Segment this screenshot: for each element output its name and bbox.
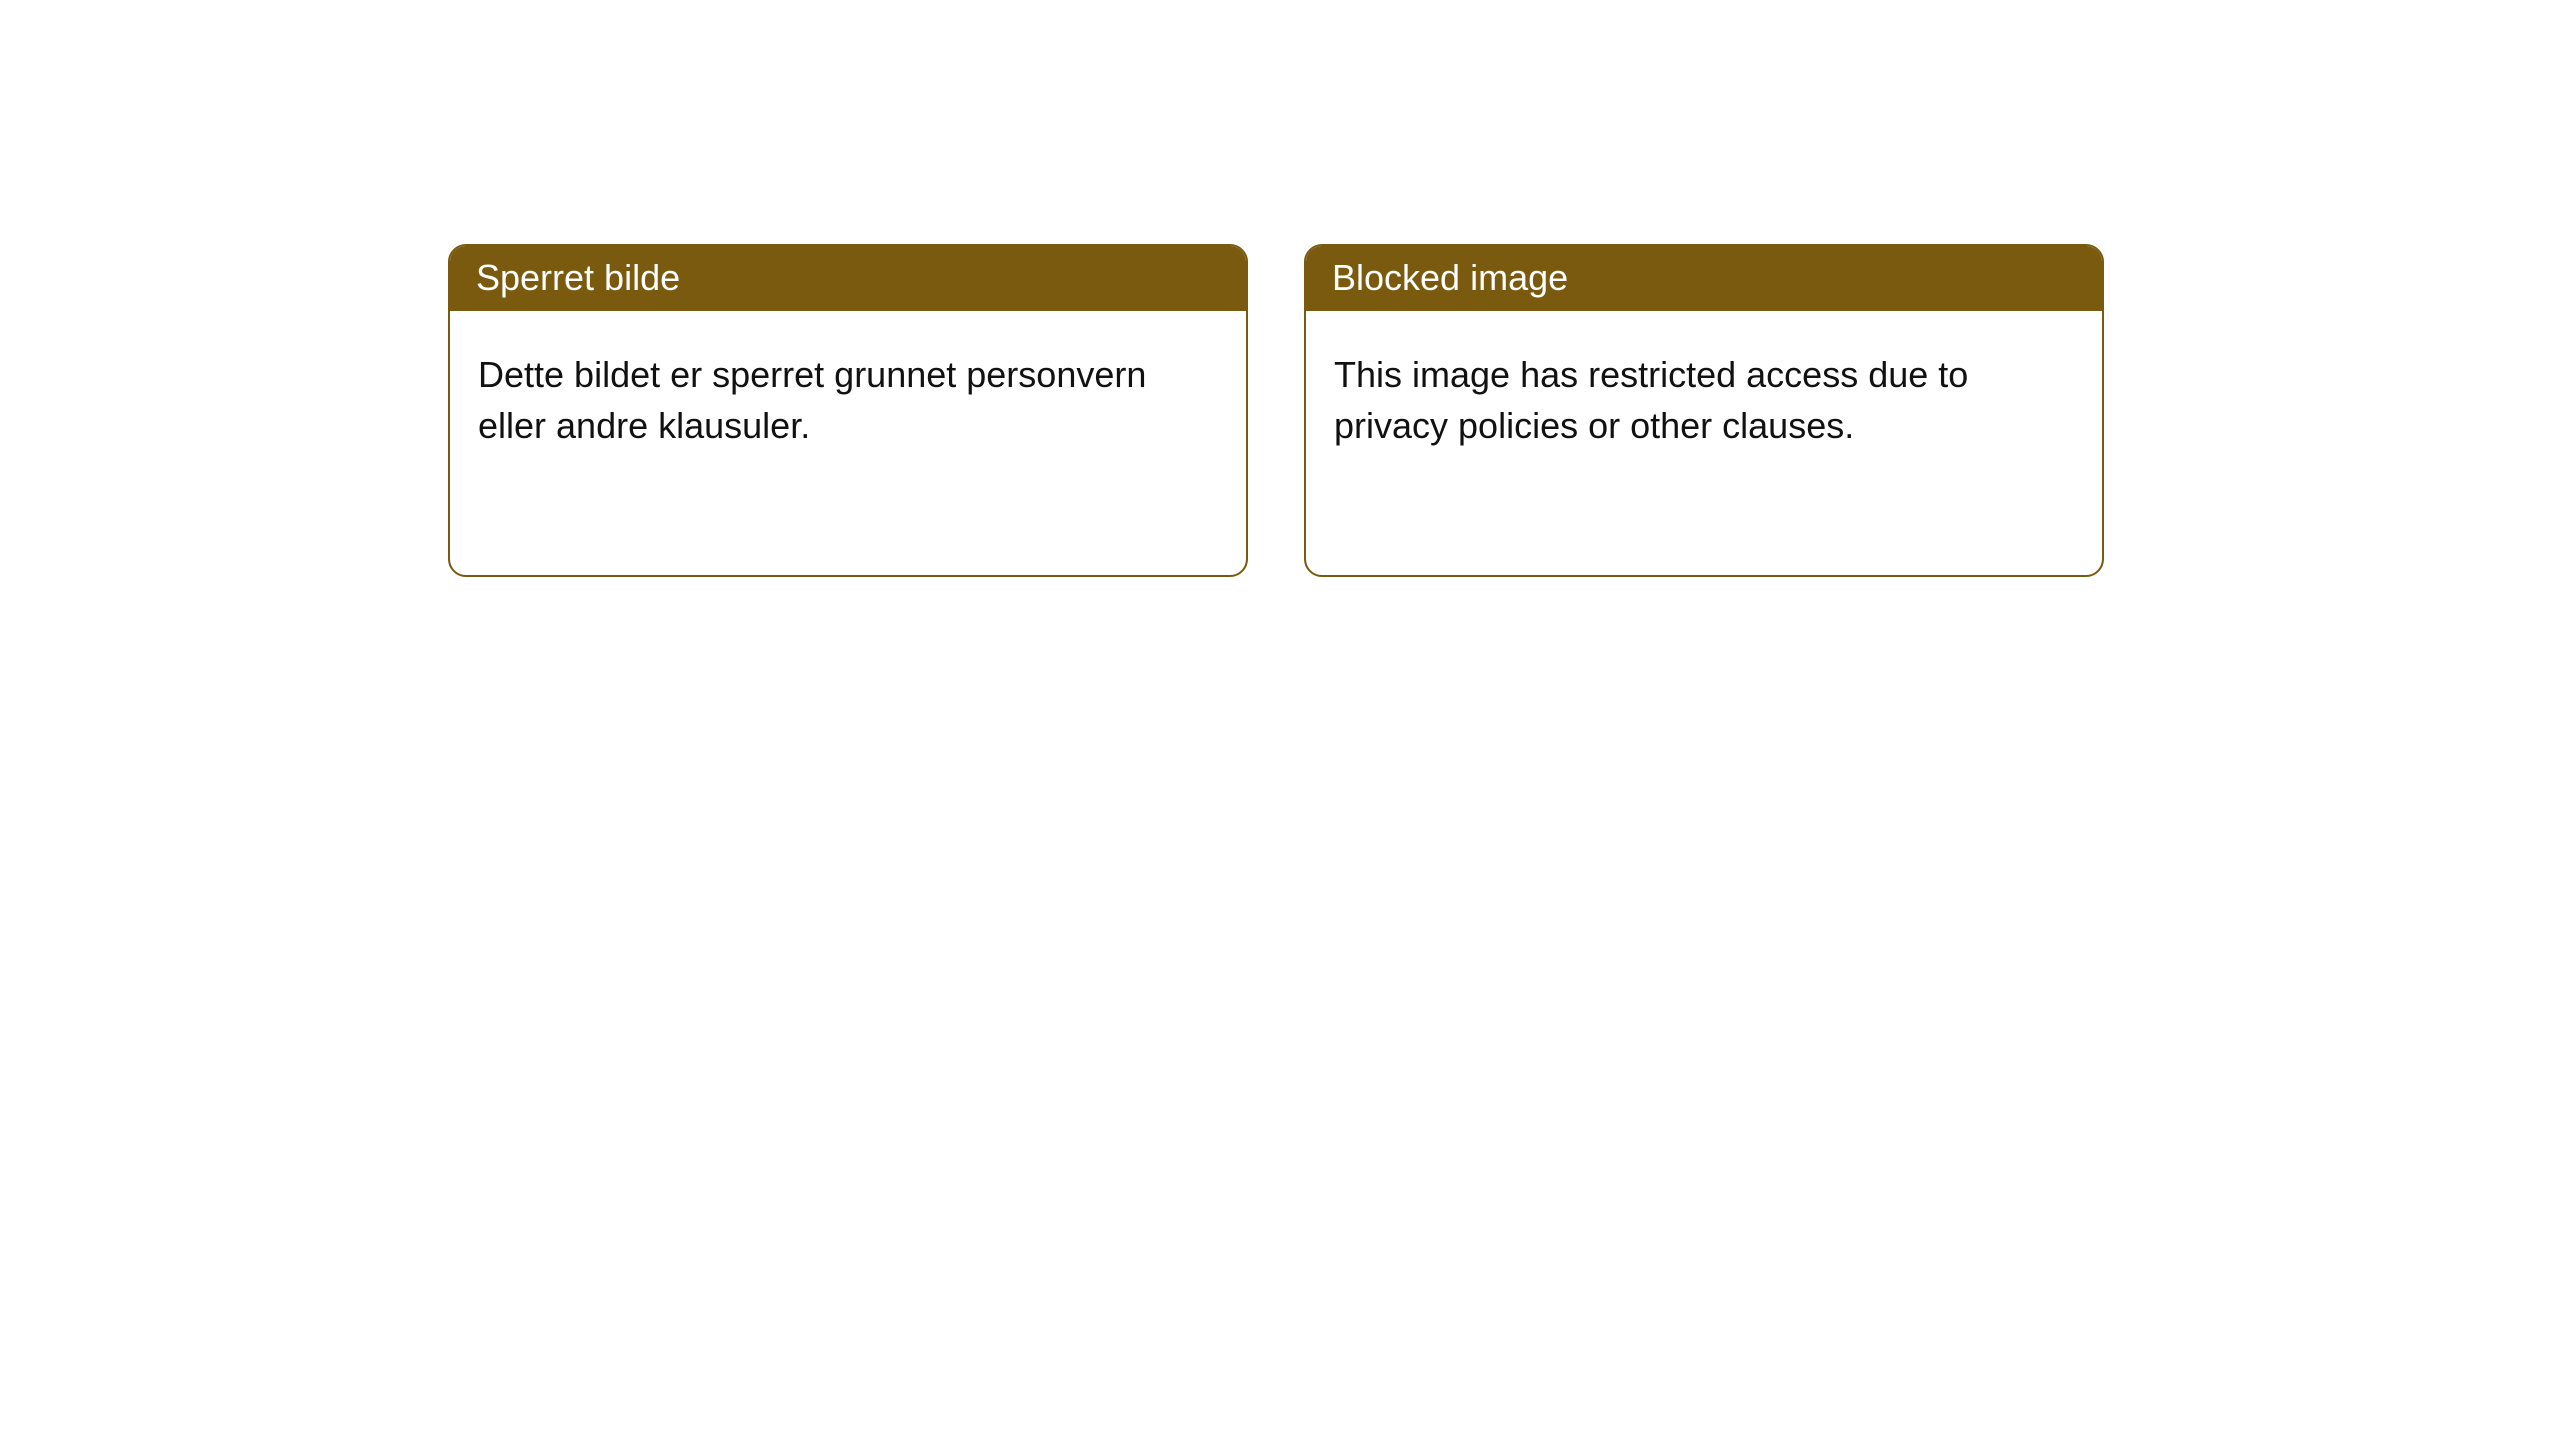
- card-body: This image has restricted access due to …: [1306, 311, 2102, 479]
- card-body: Dette bildet er sperret grunnet personve…: [450, 311, 1246, 479]
- card-header: Sperret bilde: [450, 246, 1246, 311]
- notice-card-english: Blocked image This image has restricted …: [1304, 244, 2104, 577]
- notice-card-norwegian: Sperret bilde Dette bildet er sperret gr…: [448, 244, 1248, 577]
- card-header: Blocked image: [1306, 246, 2102, 311]
- notice-cards-container: Sperret bilde Dette bildet er sperret gr…: [448, 244, 2560, 577]
